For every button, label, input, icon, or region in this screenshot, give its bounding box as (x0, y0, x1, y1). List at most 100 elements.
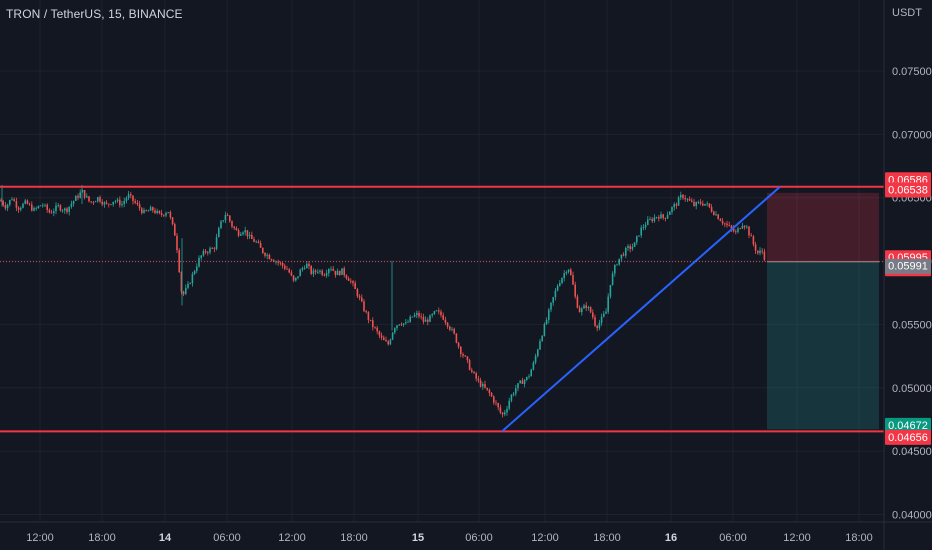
candle-body (17, 207, 20, 210)
candle-body (444, 319, 447, 323)
price-tag (885, 182, 931, 198)
price-tag (885, 417, 931, 433)
candle-body (697, 201, 700, 203)
candle-body (319, 270, 321, 272)
x-tick-label: 15 (412, 532, 424, 544)
candle-body (165, 213, 167, 216)
candle-body (704, 203, 706, 206)
candle-body (706, 203, 708, 205)
candle-body (121, 204, 123, 206)
candle-body (457, 342, 460, 347)
candle-body (622, 254, 625, 256)
candle-body (94, 201, 97, 203)
candle-body (64, 208, 66, 211)
candle-body (594, 317, 596, 326)
candle-body (193, 271, 196, 274)
candle-body (763, 251, 766, 260)
candle-body (55, 205, 57, 212)
candle-body (292, 275, 295, 281)
candle-body (83, 190, 86, 198)
take-profit-zone (767, 261, 879, 430)
candle-body (607, 296, 609, 312)
candle-body (323, 274, 326, 276)
candle-body (631, 246, 634, 249)
candle-body (695, 202, 697, 206)
candle-body (233, 226, 235, 228)
candle-body (90, 201, 92, 203)
candle-body (284, 265, 286, 269)
candle-body (248, 234, 251, 237)
candle-body (207, 252, 209, 254)
stop-loss-zone (767, 192, 879, 262)
candle-body (409, 316, 411, 322)
time-axis[interactable] (0, 522, 884, 550)
candle-body (86, 196, 88, 198)
candle-body (301, 268, 304, 270)
candle-body (312, 270, 315, 274)
price-tag (885, 429, 931, 445)
candle-body (614, 265, 616, 274)
candle-body (341, 268, 343, 275)
candle-body (262, 247, 264, 254)
candle-body (33, 208, 35, 211)
candle-body (299, 269, 301, 277)
candle-body (264, 253, 266, 256)
candle-body (28, 203, 31, 205)
candle-body (229, 215, 231, 222)
candle-body (110, 204, 112, 206)
candle-body (290, 272, 293, 276)
candle-body (603, 313, 605, 317)
candle-body (713, 211, 715, 216)
candle-body (213, 248, 216, 250)
candle-body (145, 210, 147, 211)
drawing-overlays[interactable] (0, 185, 884, 433)
candle-body (411, 316, 414, 318)
candle-body (50, 212, 53, 214)
candle-body (251, 234, 253, 239)
candle-body (611, 273, 614, 285)
candle-body (407, 321, 409, 323)
candle-body (314, 270, 317, 272)
candle-body (75, 195, 77, 201)
time-axis-ticks: 12:00 18:00 14 06:00 12:00 18:00 15 06:00 12:00 1… (26, 532, 873, 544)
x-tick-label: 18:00 (88, 532, 116, 544)
candle-body (675, 204, 678, 206)
candle-body (130, 194, 132, 196)
candle-body (418, 313, 420, 317)
candle-body (286, 268, 288, 270)
candle-body (627, 246, 629, 248)
candle-body (376, 327, 378, 332)
candle-body (273, 260, 275, 262)
candle-body (246, 230, 249, 237)
candle-body (455, 333, 458, 343)
candle-body (673, 204, 675, 208)
candle-body (119, 199, 121, 206)
candle-body (495, 402, 497, 404)
candle-body (512, 393, 515, 395)
candle-body (13, 199, 15, 202)
candle-body (435, 310, 438, 312)
candle-body (61, 210, 64, 212)
candle-body (163, 214, 165, 216)
candle-body (636, 236, 638, 243)
candle-body (521, 380, 524, 384)
y-tick-label: 0.04000 (892, 510, 932, 522)
candle-body (537, 349, 539, 357)
candle-body (279, 262, 282, 264)
candle-body (416, 313, 418, 315)
candle-body (332, 268, 334, 271)
candle-body (99, 197, 101, 202)
candle-body (453, 328, 455, 334)
candle-body (422, 316, 425, 322)
candle-body (565, 271, 568, 274)
candle-body (488, 389, 491, 394)
candle-body (389, 339, 392, 345)
candle-body (235, 227, 238, 231)
candle-body (508, 400, 510, 409)
candle-body (385, 340, 387, 342)
candle-body (125, 198, 128, 202)
candle-body (57, 205, 59, 207)
candle-body (334, 270, 337, 276)
candle-body (66, 208, 68, 212)
